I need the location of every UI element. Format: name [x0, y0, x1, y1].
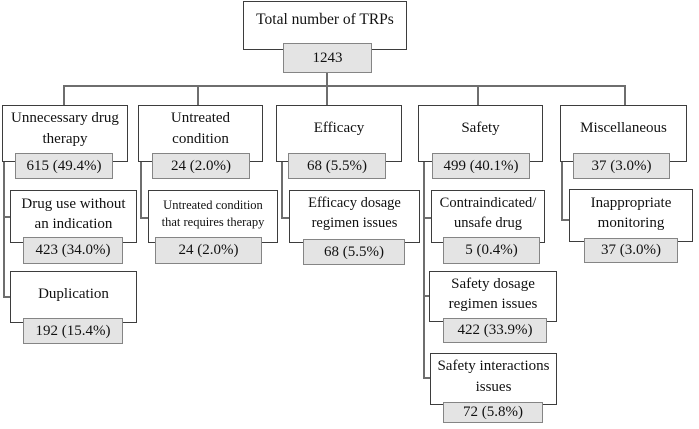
value-safety-text: 499 (40.1%)	[443, 157, 519, 174]
connector-main-horizontal	[63, 85, 626, 87]
box-untreated-condition-requires-therapy: Untreated condition that requires therap…	[148, 190, 278, 243]
value-untreated-condition-requires-therapy: 24 (2.0%)	[155, 237, 262, 264]
box-efficacy-label: Efficacy	[313, 120, 365, 137]
value-untreated-condition: 24 (2.0%)	[152, 153, 250, 179]
box-safety: Safety	[418, 105, 543, 162]
value-safety-dosage-regimen-issues-text: 422 (33.9%)	[457, 322, 533, 338]
box-untreated-condition-requires-therapy-label: Untreated condition that requires therap…	[161, 198, 265, 229]
value-untreated-condition-requires-therapy-text: 24 (2.0%)	[178, 242, 239, 258]
connector-stub-efficacy-dosage	[281, 217, 290, 219]
box-unnecessary-drug-therapy-label: Unnecessary drug therapy	[11, 110, 119, 147]
value-drug-use-without-indication: 423 (34.0%)	[23, 237, 123, 264]
box-safety-interactions-issues-label: Safety interactions issues	[437, 358, 550, 395]
connector-drop-untreated-condition	[197, 85, 199, 105]
box-total-trps: Total number of TRPs	[243, 1, 407, 50]
box-contraindicated-unsafe-drug: Contraindicated/ unsafe drug	[431, 190, 545, 243]
box-inappropriate-monitoring-label: Inappropriate monitoring	[590, 194, 672, 231]
value-unnecessary-drug-therapy-text: 615 (49.4%)	[26, 157, 102, 174]
box-drug-use-without-indication-label: Drug use without an indication	[21, 195, 126, 232]
connector-untreated-branch-vertical	[140, 161, 142, 219]
box-total-trps-label: Total number of TRPs	[256, 11, 394, 29]
connector-stub-contraindicated	[423, 217, 432, 219]
value-miscellaneous: 37 (3.0%)	[573, 153, 670, 179]
connector-stub-safety-interactions	[423, 377, 431, 379]
box-miscellaneous-label: Miscellaneous	[580, 120, 667, 137]
connector-stub-safety-dosage	[423, 295, 430, 297]
connector-efficacy-branch-vertical	[281, 161, 283, 219]
box-safety-dosage-regimen-issues: Safety dosage regimen issues	[429, 271, 557, 322]
value-duplication: 192 (15.4%)	[23, 318, 123, 344]
box-untreated-condition: Untreated condition	[138, 105, 263, 162]
value-total-trps: 1243	[283, 43, 372, 73]
value-safety: 499 (40.1%)	[432, 153, 530, 179]
value-safety-interactions-issues-text: 72 (5.8%)	[463, 404, 523, 420]
value-inappropriate-monitoring-text: 37 (3.0%)	[601, 242, 661, 258]
value-untreated-condition-text: 24 (2.0%)	[171, 157, 231, 174]
value-efficacy-text: 68 (5.5%)	[307, 157, 367, 174]
connector-unnecessary-branch-vertical	[3, 161, 5, 298]
value-efficacy: 68 (5.5%)	[288, 153, 386, 179]
value-efficacy-dosage-regimen-issues: 68 (5.5%)	[303, 239, 405, 265]
value-total-trps-text: 1243	[312, 49, 343, 66]
value-safety-dosage-regimen-issues: 422 (33.9%)	[443, 318, 547, 343]
box-inappropriate-monitoring: Inappropriate monitoring	[569, 189, 693, 242]
connector-stub-untreated-requires-therapy	[140, 217, 149, 219]
box-efficacy: Efficacy	[276, 105, 402, 162]
connector-stub-drug-use	[3, 216, 11, 218]
connector-drop-miscellaneous	[624, 85, 626, 105]
box-duplication: Duplication	[10, 271, 137, 323]
connector-drop-unnecessary-drug-therapy	[63, 85, 65, 105]
box-safety-interactions-issues: Safety interactions issues	[430, 353, 557, 405]
value-efficacy-dosage-regimen-issues-text: 68 (5.5%)	[324, 243, 384, 260]
value-safety-interactions-issues: 72 (5.8%)	[443, 402, 543, 423]
value-unnecessary-drug-therapy: 615 (49.4%)	[15, 153, 113, 179]
box-safety-dosage-regimen-issues-label: Safety dosage regimen issues	[448, 275, 538, 312]
value-duplication-text: 192 (15.4%)	[35, 322, 111, 339]
box-efficacy-dosage-regimen-issues: Efficacy dosage regimen issues	[289, 190, 420, 243]
value-inappropriate-monitoring: 37 (3.0%)	[584, 238, 678, 263]
box-miscellaneous: Miscellaneous	[560, 105, 687, 162]
box-efficacy-dosage-regimen-issues-label: Efficacy dosage regimen issues	[308, 195, 401, 231]
box-contraindicated-unsafe-drug-label: Contraindicated/ unsafe drug	[439, 195, 537, 231]
connector-stub-inappropriate-monitoring	[561, 219, 572, 221]
connector-root-stem	[326, 73, 328, 105]
connector-miscellaneous-branch-vertical	[561, 161, 563, 221]
box-duplication-label: Duplication	[38, 286, 109, 303]
value-drug-use-without-indication-text: 423 (34.0%)	[35, 242, 111, 258]
value-contraindicated-unsafe-drug: 5 (0.4%)	[443, 237, 540, 264]
box-drug-use-without-indication: Drug use without an indication	[10, 190, 137, 243]
value-miscellaneous-text: 37 (3.0%)	[591, 157, 652, 174]
connector-stub-duplication	[3, 296, 11, 298]
connector-drop-safety	[477, 85, 479, 105]
box-untreated-condition-label: Untreated condition	[170, 110, 231, 147]
value-contraindicated-unsafe-drug-text: 5 (0.4%)	[465, 242, 518, 258]
box-safety-label: Safety	[461, 120, 500, 137]
connector-safety-branch-vertical	[423, 161, 425, 379]
